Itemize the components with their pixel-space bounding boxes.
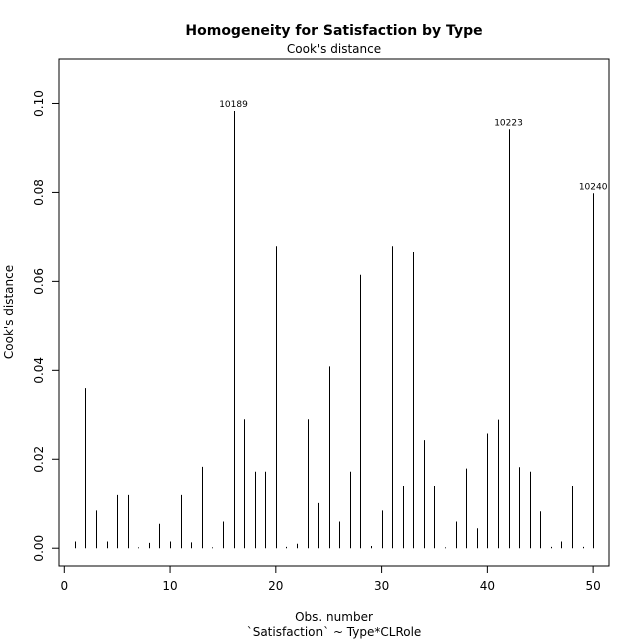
annotations: 10189 10223 10240 [219, 100, 608, 192]
x-tick-label: 50 [585, 579, 600, 593]
y-tick-label: 0.08 [32, 179, 46, 206]
y-tick-label: 0.06 [32, 268, 46, 295]
x-axis-label: Obs. number [295, 610, 373, 624]
y-tick-label: 0.04 [32, 357, 46, 384]
y-tick-label: 0.02 [32, 446, 46, 473]
y-tick-label: 0.00 [32, 535, 46, 562]
x-tick-label: 40 [480, 579, 495, 593]
x-axis-formula: `Satisfaction` ~ Type*CLRole [247, 625, 422, 639]
y-tick-label: 0.10 [32, 90, 46, 117]
bars [75, 111, 594, 549]
y-axis: 0.00 0.02 0.04 0.06 0.08 0.10 [32, 90, 59, 562]
x-tick-label: 10 [162, 579, 177, 593]
x-tick-label: 0 [60, 579, 68, 593]
plot-frame [58, 58, 610, 567]
annotation-label: 10240 [579, 182, 608, 192]
x-tick-label: 30 [374, 579, 389, 593]
chart-subtitle: Cook's distance [287, 42, 381, 56]
annotation-label: 10223 [494, 118, 523, 128]
y-axis-label: Cook's distance [2, 265, 16, 359]
x-axis: 0 10 20 30 40 50 [60, 566, 601, 593]
x-tick-label: 20 [268, 579, 283, 593]
annotation-label: 10189 [219, 100, 248, 110]
chart-title: Homogeneity for Satisfaction by Type [185, 23, 482, 39]
